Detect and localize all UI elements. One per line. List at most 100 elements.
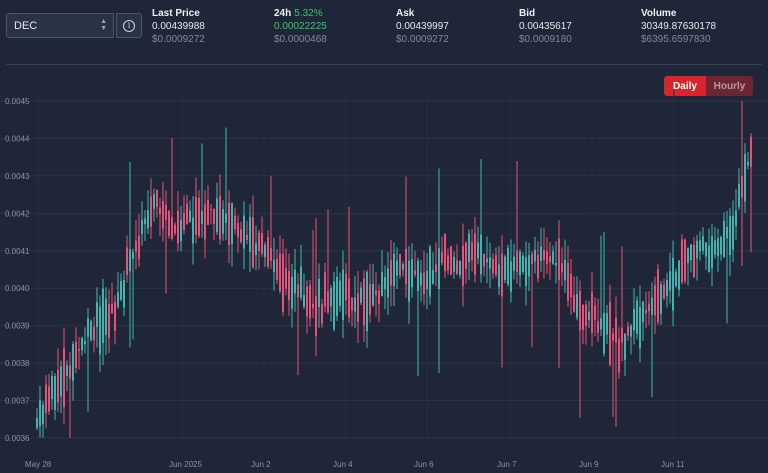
stat-label: Ask [396, 8, 415, 19]
candle-body [129, 249, 131, 272]
candle-body [606, 313, 608, 335]
candle-body [162, 201, 164, 229]
candle-body [687, 248, 689, 264]
candle-body [261, 233, 263, 254]
candle-body [546, 251, 548, 264]
candle-body [417, 260, 419, 292]
candle-body [318, 278, 320, 308]
stat-bid: Bid 0.00435617 $0.0009180 [519, 7, 572, 46]
candle-body [726, 226, 728, 239]
candle-body [207, 200, 209, 225]
candle-body [126, 247, 128, 276]
candle-body [234, 215, 236, 229]
candle-body [111, 304, 113, 314]
info-button[interactable]: i [116, 13, 142, 38]
candle-body [273, 259, 275, 273]
candle-body [156, 189, 158, 208]
candle-body [714, 240, 716, 255]
candle-body [480, 234, 482, 275]
candle-body [390, 260, 392, 286]
x-tick-label: Jun 7 [497, 460, 517, 469]
candle-body [462, 245, 464, 286]
candle-body [645, 309, 647, 314]
stat-label: Last Price [152, 8, 200, 19]
candle-body [426, 270, 428, 290]
candle-body [348, 278, 350, 318]
candle-body [582, 304, 584, 331]
candle-body [354, 297, 356, 312]
chevron-updown-icon: ▲ ▼ [100, 18, 107, 32]
candle-body [717, 238, 719, 257]
candle-body [564, 259, 566, 281]
candle-body [678, 260, 680, 290]
candle-body [213, 208, 215, 224]
candle-body [114, 302, 116, 331]
stat-label: Bid [519, 8, 536, 19]
candle-body [549, 256, 551, 263]
candle-body [711, 236, 713, 269]
candle-body [69, 365, 71, 379]
candle-body [81, 337, 83, 351]
candle-body [738, 183, 740, 208]
candle-body [630, 325, 632, 337]
candle-body [195, 196, 197, 235]
candle-body [45, 384, 47, 414]
price-chart[interactable]: 0.0045 0.0044 0.0043 0.0042 0.0041 0.0040 0.00… [0, 90, 768, 473]
candle-body [603, 312, 605, 354]
candle-body [375, 290, 377, 296]
candle-body [183, 212, 185, 230]
candle-body [384, 277, 386, 290]
candle-body [306, 286, 308, 317]
x-tick-label: Jun 9 [579, 460, 599, 469]
candle-body [345, 273, 347, 301]
candle-body [483, 253, 485, 267]
candle-body [381, 272, 383, 297]
header-divider [6, 64, 762, 65]
candle-body [180, 219, 182, 242]
candle-body [204, 204, 206, 240]
candle-body [447, 255, 449, 271]
candle-body [543, 250, 545, 261]
candle-body [309, 285, 311, 319]
candle-body [87, 318, 89, 337]
stat-label: 24h 5.32% [274, 8, 323, 19]
candle-body [333, 281, 335, 330]
candle-body [537, 254, 539, 279]
candle-body [324, 272, 326, 307]
y-tick-label: 0.0039 [5, 322, 30, 331]
candle-body [93, 326, 95, 341]
candle-body [312, 303, 314, 309]
candle-body [78, 349, 80, 351]
candle-body [51, 376, 53, 400]
candle-body [576, 293, 578, 318]
candle-body [300, 266, 302, 298]
candle-body [369, 284, 371, 315]
candle-body [366, 271, 368, 332]
candle-body [282, 254, 284, 312]
candle-body [90, 321, 92, 340]
candle-body [330, 288, 332, 307]
candle-body [174, 224, 176, 234]
stat-24h: 24h 5.32% 0.00022225 $0.0000468 [274, 7, 327, 46]
candle-body [516, 250, 518, 273]
candle-body [612, 333, 614, 341]
x-tick-label: Jun 6 [414, 460, 434, 469]
candle-body [240, 229, 242, 242]
stat-usd-value: $6395.6597830 [641, 34, 711, 45]
stat-value: 0.00439997 [396, 21, 449, 32]
candle-body [168, 210, 170, 236]
token-select[interactable]: DEC ▲ ▼ [6, 13, 114, 38]
candle-body [363, 278, 365, 326]
candle-body [741, 176, 743, 198]
candle-body [690, 244, 692, 261]
candle-body [357, 293, 359, 322]
candle-body [702, 236, 704, 251]
candle-body [123, 279, 125, 308]
candle-body [198, 197, 200, 237]
candle-body [615, 317, 617, 343]
hourly-button[interactable]: Hourly [706, 76, 753, 96]
candle-body [408, 260, 410, 302]
candle-body [747, 161, 749, 166]
candle-body [264, 244, 266, 258]
candle-body [279, 253, 281, 292]
